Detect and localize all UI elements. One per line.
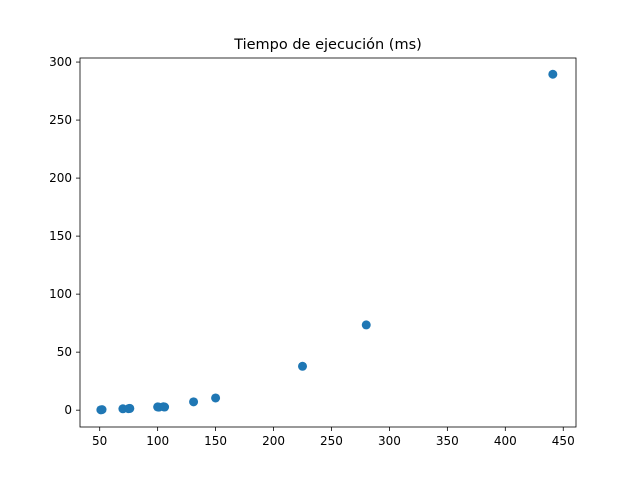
data-point [361, 320, 371, 330]
x-tick-label: 250 [320, 434, 343, 448]
chart-title: Tiempo de ejecución (ms) [233, 37, 422, 53]
x-tick-label: 350 [436, 434, 459, 448]
y-tick-label: 50 [57, 345, 72, 359]
data-point [125, 403, 135, 413]
plot-area-frame [79, 57, 577, 428]
y-axis: 0 50 100 150 200 250 300 [49, 55, 80, 417]
data-points [96, 69, 558, 415]
y-tick-label: 200 [49, 171, 72, 185]
x-tick-label: 100 [146, 434, 169, 448]
x-tick-label: 50 [92, 434, 107, 448]
x-tick-label: 450 [552, 434, 575, 448]
data-point [160, 402, 170, 412]
data-point [189, 397, 199, 407]
data-point [298, 361, 308, 371]
x-tick-label: 400 [494, 434, 517, 448]
data-point [548, 69, 558, 79]
x-tick-label: 150 [204, 434, 227, 448]
y-tick-label: 300 [49, 55, 72, 69]
y-tick-label: 250 [49, 113, 72, 127]
data-point [211, 393, 221, 403]
y-tick-label: 0 [64, 403, 72, 417]
y-tick-label: 100 [49, 287, 72, 301]
x-tick-label: 200 [262, 434, 285, 448]
y-tick-label: 150 [49, 229, 72, 243]
data-point [97, 405, 107, 415]
x-axis: 50 100 150 200 250 300 350 400 450 [92, 427, 575, 448]
x-tick-label: 300 [378, 434, 401, 448]
